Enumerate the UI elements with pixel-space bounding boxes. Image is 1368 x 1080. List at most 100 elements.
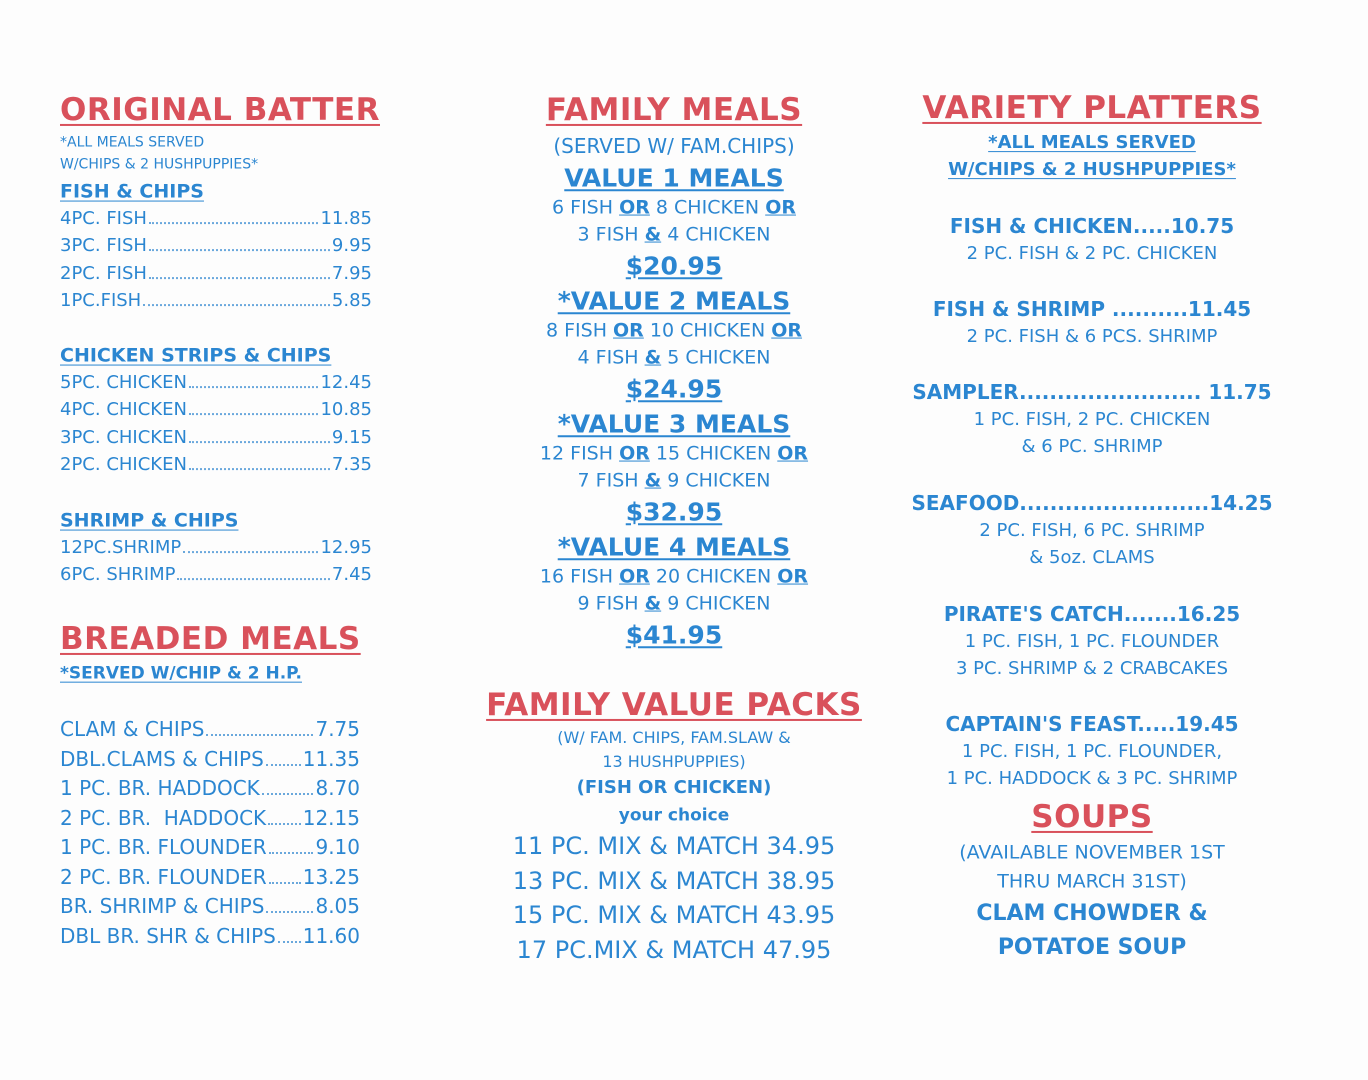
value-description: 6 FISH OR 8 CHICKEN OR [552, 196, 796, 219]
platter-description: 1 PC. HADDOCK & 3 PC. SHRIMP [946, 768, 1238, 790]
dot-leader [148, 222, 319, 225]
item-price: 12.15 [302, 805, 360, 830]
section-title: ORIGINAL BATTER [60, 91, 380, 128]
conjunction: OR [765, 196, 796, 219]
section-subtitle: (SERVED W/ FAM.CHIPS) [553, 134, 795, 158]
conjunction: OR [619, 196, 650, 219]
platter-description: 1 PC. FISH, 2 PC. CHICKEN [973, 409, 1211, 431]
platter-name: PIRATE'S CATCH.......16.25 [943, 602, 1241, 626]
item-name: 3PC. FISH [60, 235, 147, 257]
value-description: 9 FISH & 9 CHICKEN [577, 592, 771, 615]
item-price: 5.85 [331, 289, 372, 311]
value-price: $32.95 [625, 497, 723, 527]
menu-item: 6PC. SHRIMP 7.45 [60, 565, 372, 585]
item-name: BR. SHRIMP & CHIPS [60, 894, 265, 918]
section-title: FAMILY VALUE PACKS [486, 686, 862, 723]
section-note: (W/ FAM. CHIPS, FAM.SLAW & [557, 728, 791, 748]
menu-item: 4PC. FISH 11.85 [60, 209, 372, 229]
conjunction: & [644, 346, 662, 369]
conjunction: OR [771, 319, 803, 342]
platter-description: 3 PC. SHRIMP & 2 CRABCAKES [955, 658, 1229, 680]
value-pack-item: 13 PC. MIX & MATCH 38.95 [512, 866, 836, 895]
item-price: 9.95 [331, 235, 372, 257]
conjunction: OR [777, 565, 809, 588]
item-price: 9.10 [315, 835, 360, 859]
item-name: 12PC.SHRIMP [60, 537, 182, 559]
value-price: $41.95 [625, 620, 723, 650]
item-name: 5PC. CHICKEN [60, 372, 187, 394]
item-name: 6PC. SHRIMP [60, 564, 176, 586]
item-name: 2 PC. BR. HADDOCK [60, 805, 267, 830]
menu-item: 2PC. CHICKEN 7.35 [60, 455, 372, 475]
conjunction: & [644, 469, 662, 492]
section-note: 13 HUSHPUPPIES) [602, 752, 746, 772]
platter-description: 2 PC. FISH & 2 PC. CHICKEN [966, 243, 1218, 265]
dot-leader [148, 276, 330, 279]
platter-name: SEAFOOD.........................14.25 [911, 491, 1273, 515]
item-price: 11.85 [320, 208, 372, 230]
dot-leader [143, 303, 330, 306]
item-price: 7.45 [331, 564, 372, 586]
dot-leader [268, 822, 301, 825]
value-pack-item: 11 PC. MIX & MATCH 34.95 [512, 831, 836, 860]
menu-item: BR. SHRIMP & CHIPS 8.05 [60, 895, 360, 917]
menu-item: 3PC. CHICKEN 9.15 [60, 426, 372, 448]
platter-description: & 5oz. CLAMS [1029, 547, 1155, 569]
platter-name: FISH & CHICKEN.....10.75 [949, 214, 1235, 238]
item-price: 10.85 [320, 399, 372, 421]
dot-leader [268, 881, 301, 884]
item-price: 12.95 [320, 537, 372, 559]
value-heading: VALUE 1 MEALS [564, 163, 784, 193]
conjunction: OR [613, 319, 644, 342]
menu-item: 3PC. FISH 9.95 [60, 236, 372, 256]
item-name: 3PC. CHICKEN [60, 426, 187, 448]
menu-item: 1 PC. BR. HADDOCK 8.70 [60, 777, 360, 799]
value-heading: *VALUE 4 MEALS [557, 532, 791, 562]
dot-leader [266, 911, 314, 913]
menu-item: DBL.CLAMS & CHIPS 11.35 [60, 748, 360, 770]
menu-item: 4PC. CHICKEN 10.85 [60, 400, 372, 420]
section-title: SOUPS [1031, 798, 1153, 835]
item-name: 1 PC. BR. HADDOCK [60, 776, 260, 800]
value-pack-item: 17 PC.MIX & MATCH 47.95 [516, 935, 832, 964]
value-price: $24.95 [625, 374, 723, 404]
value-description: 8 FISH OR 10 CHICKEN OR [545, 319, 803, 342]
group-heading: CHICKEN STRIPS & CHIPS [60, 344, 332, 367]
platter-description: & 6 PC. SHRIMP [1021, 436, 1163, 458]
dot-leader [277, 940, 301, 943]
platter-description: 1 PC. FISH, 1 PC. FLOUNDER [964, 631, 1220, 653]
item-price: 7.95 [331, 262, 372, 284]
menu-item: 2PC. FISH 7.95 [60, 262, 372, 284]
value-heading: *VALUE 2 MEALS [557, 286, 791, 316]
value-price: $20.95 [625, 251, 723, 281]
value-description: 7 FISH & 9 CHICKEN [577, 469, 771, 492]
dot-leader [188, 467, 330, 470]
conjunction: OR [777, 442, 809, 465]
choice-subnote: your choice [618, 805, 730, 826]
item-price: 13.25 [302, 864, 360, 889]
item-price: 11.60 [302, 923, 360, 948]
choice-note: (FISH OR CHICKEN) [576, 777, 772, 799]
platter-name: SAMPLER........................ 11.75 [912, 380, 1272, 404]
dot-leader [188, 440, 330, 443]
dot-leader [206, 734, 314, 736]
dot-leader [148, 249, 330, 252]
item-name: DBL.CLAMS & CHIPS [60, 746, 264, 771]
menu-item: 1 PC. BR. FLOUNDER 9.10 [60, 836, 360, 858]
dot-leader [188, 413, 319, 416]
dot-leader [261, 793, 314, 795]
item-name: 2PC. FISH [60, 262, 147, 284]
menu-item: CLAM & CHIPS 7.75 [60, 718, 360, 740]
dot-leader [188, 386, 319, 389]
menu-item: 2 PC. BR. FLOUNDER 13.25 [60, 866, 360, 888]
soup-item: CLAM CHOWDER & [976, 900, 1208, 926]
platter-description: 2 PC. FISH & 6 PCS. SHRIMP [966, 326, 1218, 348]
section-note: *ALL MEALS SERVED [60, 134, 205, 151]
conjunction: OR [619, 565, 650, 588]
item-name: 1 PC. BR. FLOUNDER [60, 835, 267, 859]
menu-item: DBL BR. SHR & CHIPS 11.60 [60, 925, 360, 947]
item-price: 12.45 [320, 372, 372, 394]
section-note: *SERVED W/CHIP & 2 H.P. [60, 663, 302, 684]
dot-leader [183, 551, 319, 554]
menu-item: 12PC.SHRIMP 12.95 [60, 538, 372, 558]
